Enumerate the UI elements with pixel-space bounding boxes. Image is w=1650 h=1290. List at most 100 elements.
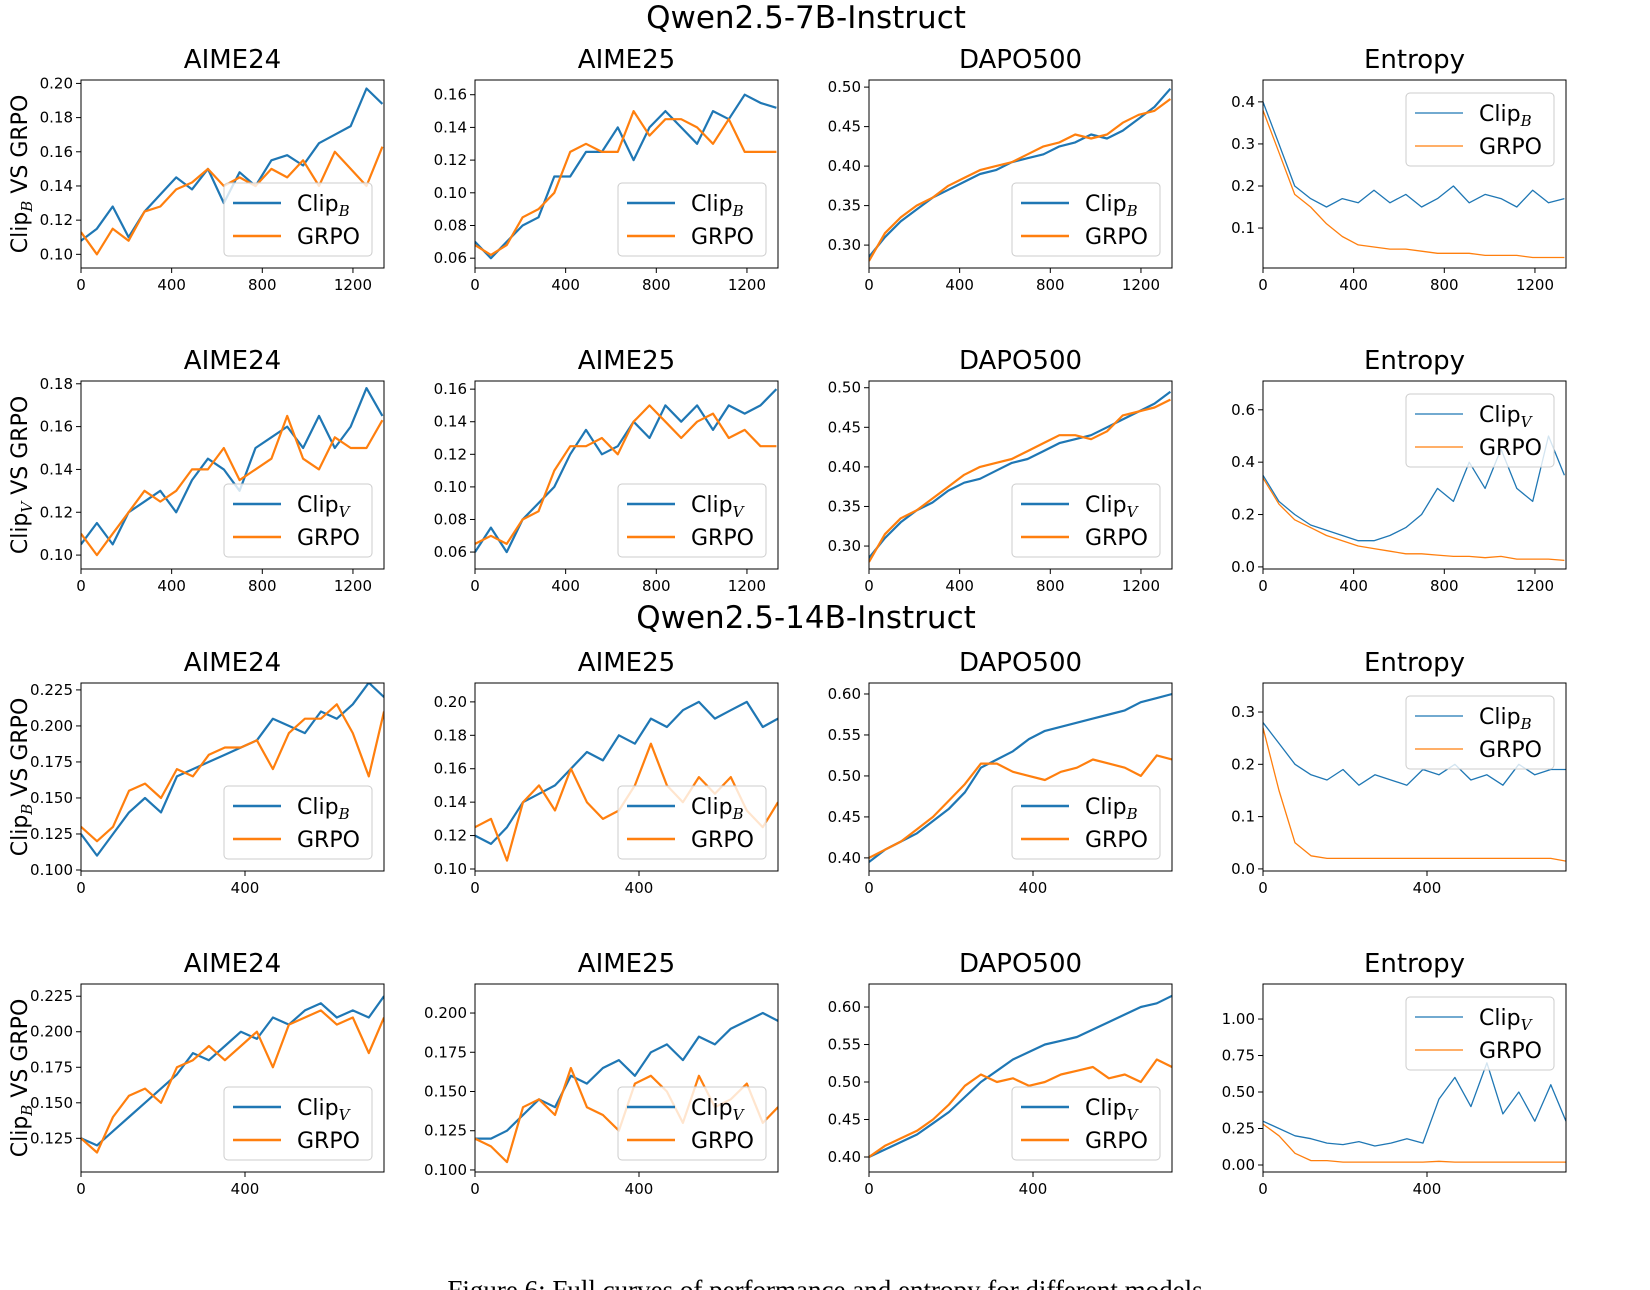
- clip-series-line: [869, 994, 1172, 1158]
- x-tick-label: 800: [642, 276, 671, 294]
- y-axis-label-subscript: B: [18, 201, 36, 213]
- x-tick-label: 800: [248, 577, 277, 595]
- clip-series-line: [475, 93, 777, 260]
- y-tick-label: 0.2: [1231, 177, 1255, 195]
- subplot-title: AIME24: [184, 346, 281, 376]
- legend-box: [1405, 695, 1555, 770]
- subplot-title: DAPO500: [959, 45, 1082, 75]
- y-tick-label: 0.40: [828, 849, 861, 867]
- legend-label: ClipB: [297, 192, 350, 220]
- legend-label-text: GRPO: [1479, 436, 1542, 461]
- y-tick-label: 0.30: [828, 236, 861, 254]
- y-tick-label: 0.06: [434, 249, 467, 267]
- x-tick-label: 400: [231, 1180, 260, 1198]
- x-tick-label: 0: [76, 577, 86, 595]
- y-tick-label: 0.55: [828, 726, 861, 744]
- legend-label-text: GRPO: [1085, 1129, 1148, 1154]
- x-tick-label: 400: [625, 879, 654, 897]
- subplot-aime24: AIME24 0 400 0.125 0.150 0.175 0.200 0.225 ClipV…: [30, 949, 385, 1198]
- axes-frame: [474, 380, 779, 570]
- legend-label-text: Clip: [1085, 493, 1127, 518]
- x-tick-label: 0: [470, 1180, 480, 1198]
- legend-label: GRPO: [1085, 1129, 1148, 1154]
- axes-frame: [80, 79, 385, 269]
- legend-label: GRPO: [1479, 135, 1542, 160]
- clip-series-line: [81, 995, 384, 1147]
- x-tick-label: 400: [157, 276, 186, 294]
- legend-box: [1405, 393, 1555, 468]
- legend-label-text: Clip: [691, 493, 733, 518]
- legend-label: GRPO: [297, 1129, 360, 1154]
- axes-frame: [868, 983, 1173, 1173]
- legend-box: [1405, 996, 1555, 1071]
- x-tick-label: 1200: [728, 276, 766, 294]
- y-tick-label: 0.00: [1222, 1156, 1255, 1174]
- x-tick-label: 0: [470, 879, 480, 897]
- axes-frame: [80, 380, 385, 570]
- x-tick-label: 400: [551, 276, 580, 294]
- legend-label: ClipV: [691, 1096, 746, 1124]
- axes-frame: [1262, 79, 1567, 269]
- subplot-aime24: AIME24 0 400 0.100 0.125 0.150 0.175 0.200 0.225…: [30, 648, 385, 897]
- legend-label-subscript: V: [733, 503, 746, 521]
- y-axis-label: ClipB VS GRPO: [8, 999, 36, 1158]
- axes-frame: [1262, 983, 1567, 1173]
- legend-label: GRPO: [1479, 738, 1542, 763]
- y-tick-label: 0.40: [828, 157, 861, 175]
- x-tick-label: 800: [1036, 276, 1065, 294]
- grpo-series-line: [81, 1009, 384, 1154]
- y-tick-label: 0.12: [434, 151, 467, 169]
- axes-frame: [868, 682, 1173, 872]
- y-tick-label: 0.50: [828, 78, 861, 96]
- clip-series-line: [1263, 1062, 1566, 1147]
- y-tick-label: 0.40: [828, 458, 861, 476]
- x-tick-label: 1200: [1122, 276, 1160, 294]
- y-tick-label: 0.08: [434, 216, 467, 234]
- clip-series-line: [869, 87, 1172, 258]
- y-tick-label: 0.25: [1222, 1120, 1255, 1138]
- legend-label-text: GRPO: [1085, 828, 1148, 853]
- legend-label-subscript: B: [732, 202, 744, 220]
- y-tick-label: 0.16: [434, 86, 467, 104]
- axes-frame: [80, 983, 385, 1173]
- legend: ClipV GRPO: [1011, 1086, 1161, 1161]
- legend-label-subscript: B: [1520, 112, 1532, 130]
- subplot-title: DAPO500: [959, 949, 1082, 979]
- y-axis-label-subscript: B: [18, 804, 36, 816]
- legend-label: ClipV: [691, 493, 746, 521]
- x-tick-label: 800: [642, 577, 671, 595]
- legend-box: [223, 182, 373, 257]
- subplot-entropy: Entropy 0 400 0.00 0.25 0.50 0.75 1.00 ClipV GRPO: [1222, 949, 1567, 1198]
- grpo-series-line: [1263, 477, 1565, 562]
- legend-label-subscript: V: [1127, 503, 1140, 521]
- y-tick-label: 0.45: [828, 1111, 861, 1129]
- y-axis-label-text: Clip: [8, 815, 33, 857]
- legend-label: ClipB: [1479, 705, 1532, 733]
- y-axis-label-text: Clip: [8, 212, 33, 254]
- subplot-aime25: AIME25 0 400 800 1200 0.06 0.08 0.10 0.12 0.14 0.1…: [434, 346, 779, 595]
- legend: ClipB GRPO: [1011, 182, 1161, 257]
- y-tick-label: 0.06: [434, 543, 467, 561]
- legend-label-text: GRPO: [691, 225, 754, 250]
- y-tick-label: 0.50: [828, 1073, 861, 1091]
- y-axis-label: ClipV VS GRPO: [8, 396, 36, 554]
- y-tick-label: 0.16: [434, 380, 467, 398]
- legend-box: [223, 1086, 373, 1161]
- axes-frame: [1262, 682, 1567, 872]
- x-tick-label: 400: [157, 577, 186, 595]
- y-axis-label-subscript: B: [18, 1105, 36, 1117]
- legend-label-text: GRPO: [297, 1129, 360, 1154]
- y-tick-label: 0.50: [828, 379, 861, 397]
- x-tick-label: 0: [864, 879, 874, 897]
- subplot-title: Entropy: [1364, 648, 1465, 678]
- legend-label-text: Clip: [297, 192, 339, 217]
- legend-label: ClipV: [297, 493, 352, 521]
- x-tick-label: 0: [76, 879, 86, 897]
- x-tick-label: 0: [1258, 577, 1268, 595]
- subplot-title: AIME25: [578, 45, 675, 75]
- x-tick-label: 0: [1258, 1180, 1268, 1198]
- y-tick-label: 0.14: [434, 793, 467, 811]
- group-title-14b: Qwen2.5-14B-Instruct: [636, 600, 976, 636]
- legend-label: GRPO: [297, 828, 360, 853]
- y-tick-label: 0.18: [40, 109, 73, 127]
